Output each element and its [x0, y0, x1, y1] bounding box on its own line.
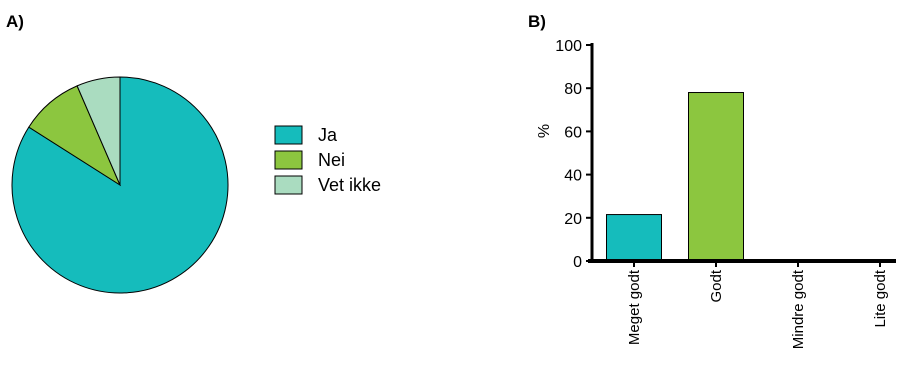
y-tick-label: 100 [555, 38, 582, 55]
x-tick-label: Meget godt [626, 269, 643, 345]
x-tick-label: Lite godt [872, 269, 889, 327]
y-tick-label: 40 [564, 168, 582, 185]
legend-label: Nei [318, 150, 345, 170]
pie-chart [11, 76, 229, 294]
legend-swatch [274, 150, 303, 170]
panel-a-label: A) [6, 12, 24, 31]
pie-legend: Ja Nei Vet ikke [274, 125, 381, 195]
pie-slice-vet-ikke [76, 76, 121, 186]
y-axis-label: % [536, 124, 553, 138]
y-tick-label: 0 [573, 254, 582, 271]
x-tick-label: Mindre godt [790, 269, 807, 349]
bar-chart: 0 20 40 60 80 100% Meget godt Godt Mindre godt Li… [536, 38, 896, 349]
y-tick-label: 20 [564, 211, 582, 228]
legend-label: Ja [318, 125, 338, 145]
legend-label: Vet ikke [318, 175, 381, 195]
y-tick-label: 60 [564, 124, 582, 141]
y-tick-label: 80 [564, 81, 582, 98]
x-tick-label: Godt [708, 269, 725, 302]
legend-swatch [274, 125, 303, 145]
bar-godt [688, 92, 744, 262]
legend-swatch [274, 175, 303, 195]
bar-meget-godt [606, 214, 662, 262]
panel-b-label: B) [528, 12, 546, 31]
